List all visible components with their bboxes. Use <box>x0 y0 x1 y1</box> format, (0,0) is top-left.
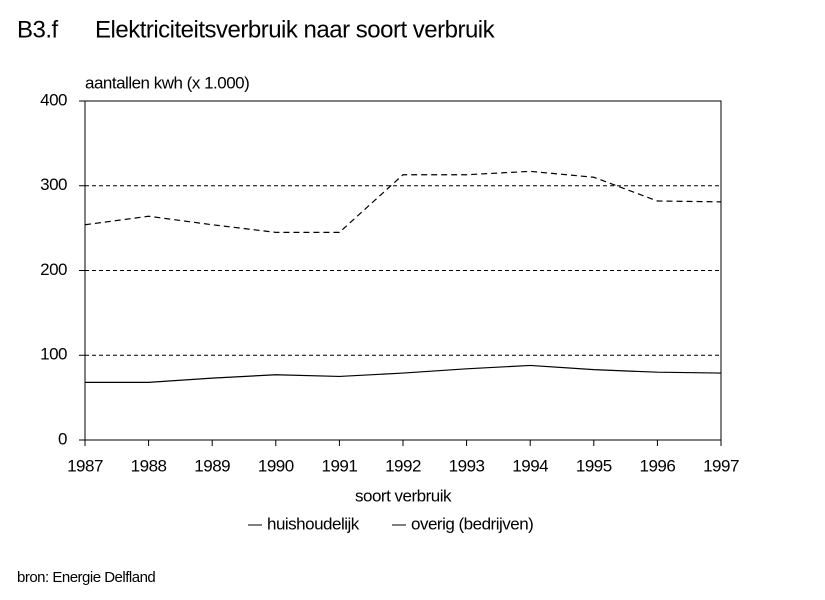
x-tick-label: 1994 <box>512 456 548 475</box>
x-axis-label: soort verbruik <box>355 486 452 505</box>
y-tick-label: 400 <box>40 90 67 109</box>
x-tick-label: 1989 <box>194 456 230 475</box>
x-tick-label: 1992 <box>385 456 421 475</box>
series-line <box>84 170 722 233</box>
x-tick-label: 1990 <box>258 456 294 475</box>
y-tick-label: 100 <box>40 345 67 364</box>
y-tick-label: 0 <box>58 429 67 448</box>
series-line <box>85 364 722 383</box>
chart-title: Elektriciteitsverbruik naar soort verbru… <box>95 16 496 43</box>
x-tick-label: 1987 <box>67 456 103 475</box>
source: bron: Energie Delfland <box>17 569 155 586</box>
legend-label: overig (bedrijven) <box>411 514 533 533</box>
plot-frame <box>84 100 722 441</box>
y-axis-label: aantallen kwh (x 1.000) <box>85 73 249 92</box>
y-tick-label: 300 <box>40 175 67 194</box>
x-tick-label: 1988 <box>131 456 167 475</box>
chart-code: B3.f <box>17 16 59 43</box>
x-tick-label: 1993 <box>449 456 485 475</box>
legend-label: huishoudelijk <box>267 514 360 533</box>
x-tick-label: 1997 <box>703 456 739 475</box>
x-tick-label: 1995 <box>576 456 612 475</box>
y-tick-label: 200 <box>40 260 67 279</box>
x-tick-label: 1996 <box>639 456 675 475</box>
x-tick-label: 1991 <box>321 456 357 475</box>
